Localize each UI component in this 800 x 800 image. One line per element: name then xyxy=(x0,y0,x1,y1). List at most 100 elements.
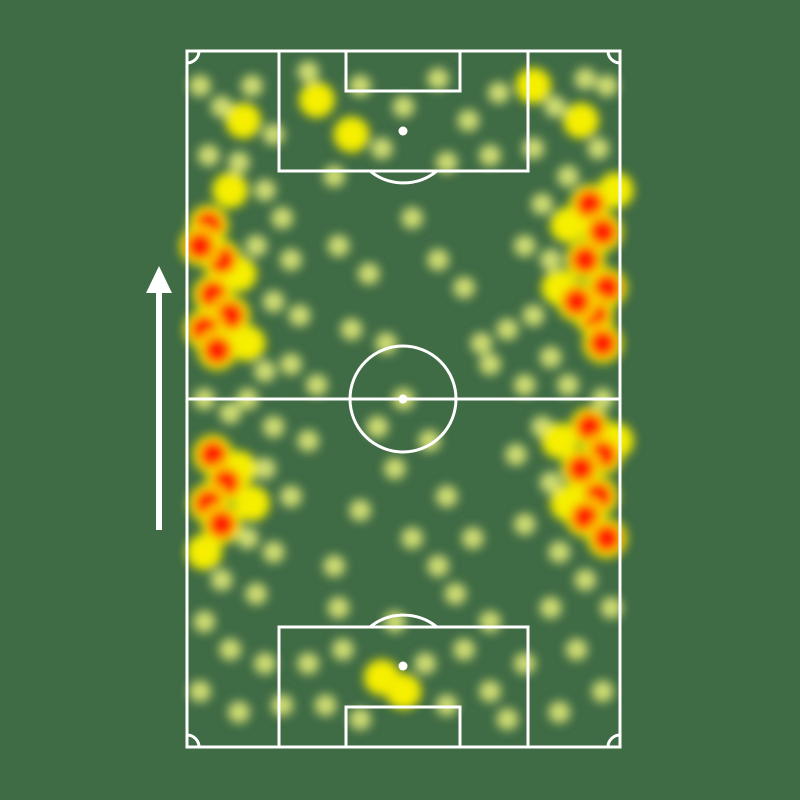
heat-point xyxy=(231,108,256,133)
heat-point xyxy=(457,109,480,132)
heat-point xyxy=(366,415,389,438)
heat-point xyxy=(531,193,554,216)
heat-point xyxy=(297,652,320,675)
heat-point xyxy=(239,491,264,516)
heat-point xyxy=(253,457,276,480)
heat-point xyxy=(245,582,268,605)
heat-point xyxy=(262,290,285,313)
heat-point xyxy=(574,67,597,90)
heat-point xyxy=(185,231,214,260)
heat-point xyxy=(207,510,236,539)
heat-point xyxy=(323,555,346,578)
heat-point xyxy=(323,165,346,188)
heat-point xyxy=(218,178,243,203)
heat-point xyxy=(521,73,546,98)
heat-point xyxy=(192,540,217,565)
heat-layer xyxy=(179,60,634,731)
heat-point xyxy=(513,234,536,257)
heat-point xyxy=(435,485,458,508)
heat-point xyxy=(391,679,416,704)
bottom-penalty-spot xyxy=(398,661,408,671)
heat-point xyxy=(253,360,276,383)
heat-point xyxy=(392,95,415,118)
bottom-penalty-arc xyxy=(369,613,438,629)
heat-point xyxy=(262,415,285,438)
top-penalty-spot xyxy=(398,126,408,136)
heat-point xyxy=(557,165,580,188)
heat-point xyxy=(496,318,519,341)
heat-point xyxy=(600,596,623,619)
corner-arc xyxy=(186,733,201,748)
heat-point xyxy=(349,74,372,97)
heat-point xyxy=(505,443,528,466)
heat-point xyxy=(253,652,276,675)
heat-point xyxy=(435,694,458,717)
heat-point xyxy=(591,680,614,703)
heat-point xyxy=(219,638,242,661)
corner-arc xyxy=(606,50,621,65)
heat-point xyxy=(544,95,567,118)
heat-point xyxy=(470,332,493,355)
heat-point xyxy=(271,694,294,717)
heat-point xyxy=(487,81,510,104)
heat-point xyxy=(314,694,337,717)
heat-point xyxy=(593,524,622,553)
heat-point xyxy=(596,74,619,97)
heat-point xyxy=(414,652,437,675)
heat-point xyxy=(349,499,372,522)
heat-point xyxy=(236,527,259,550)
heat-point xyxy=(235,331,260,356)
heat-point xyxy=(279,248,302,271)
heat-point xyxy=(588,329,617,358)
heat-point xyxy=(565,638,588,661)
heat-point xyxy=(569,108,594,133)
heat-point xyxy=(197,144,220,167)
heat-point xyxy=(513,513,536,536)
heat-point xyxy=(479,610,502,633)
heat-point xyxy=(556,213,581,237)
heat-point xyxy=(210,568,233,591)
heat-point xyxy=(575,412,604,441)
heat-point xyxy=(227,151,250,174)
heat-point xyxy=(203,336,232,365)
heat-point xyxy=(279,353,302,376)
top-penalty-arc xyxy=(369,169,438,185)
centre-circle xyxy=(348,344,458,454)
heat-point xyxy=(288,304,311,327)
heat-point xyxy=(575,190,604,219)
corner-arc xyxy=(606,733,621,748)
heat-point xyxy=(370,137,393,160)
heat-point xyxy=(496,708,519,731)
heat-point xyxy=(279,485,302,508)
heat-point xyxy=(461,527,484,550)
heat-point xyxy=(427,67,450,90)
centre-spot xyxy=(398,394,408,404)
heat-point xyxy=(567,454,596,483)
heat-point xyxy=(427,248,450,271)
heat-point xyxy=(383,457,406,480)
heat-point xyxy=(327,596,350,619)
heat-point xyxy=(349,708,372,731)
heat-point xyxy=(193,610,216,633)
heat-point xyxy=(297,60,320,83)
heat-point xyxy=(227,701,250,724)
heat-point xyxy=(339,122,364,147)
pitch-markings xyxy=(185,49,622,749)
direction-arrow-icon xyxy=(146,266,172,530)
heat-point xyxy=(548,541,571,564)
heat-point xyxy=(188,680,211,703)
heat-point xyxy=(571,503,600,532)
heat-point xyxy=(210,95,233,118)
heat-point xyxy=(593,273,622,302)
heat-point xyxy=(240,74,263,97)
heat-point xyxy=(479,680,502,703)
heat-point xyxy=(401,527,424,550)
heat-point xyxy=(453,276,476,299)
heat-point xyxy=(539,248,562,271)
heat-point xyxy=(435,151,458,174)
heat-point xyxy=(253,179,276,202)
heat-point xyxy=(331,638,354,661)
heat-point xyxy=(216,301,245,330)
heat-point xyxy=(357,262,380,285)
heat-point xyxy=(271,207,294,230)
